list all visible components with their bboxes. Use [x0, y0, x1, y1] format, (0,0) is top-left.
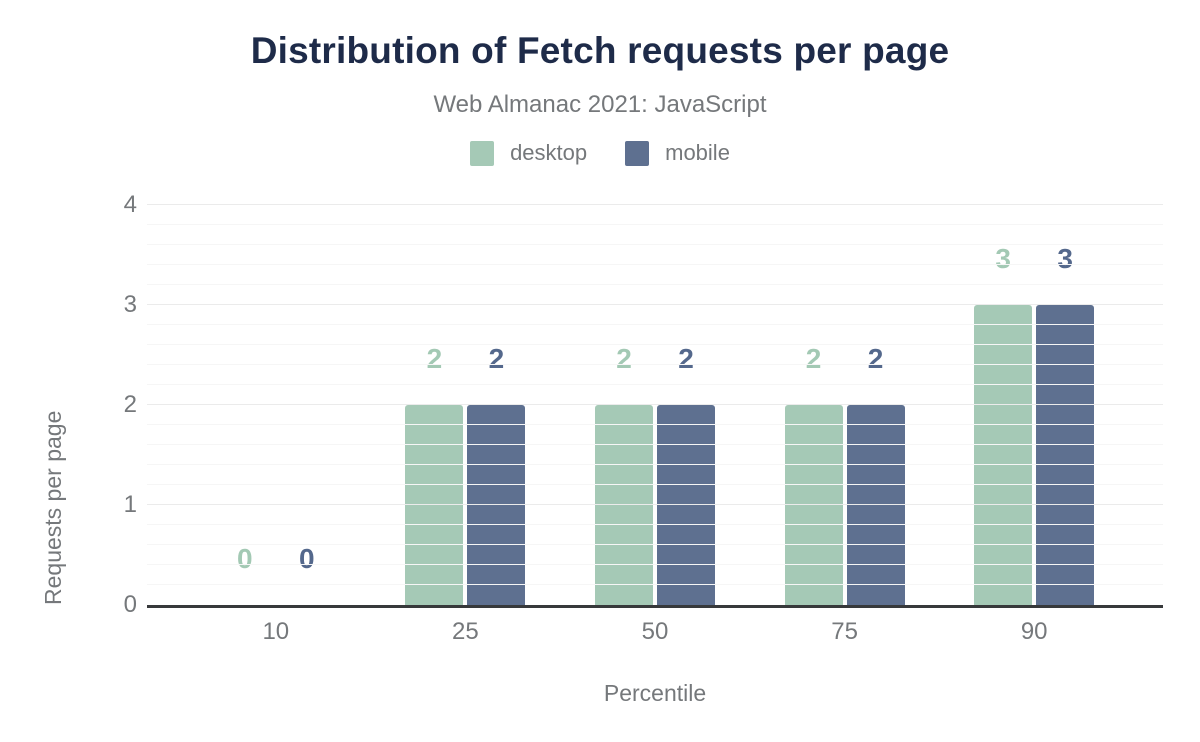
- bar-wrap-desktop-p50: 2: [594, 205, 653, 605]
- x-tick-label-p25: 25: [452, 618, 479, 645]
- gridline: [147, 384, 1163, 385]
- bar-mobile-p25[interactable]: [467, 405, 526, 605]
- bar-wrap-mobile-p90: 3: [1036, 205, 1095, 605]
- bar-desktop-p90[interactable]: [974, 305, 1033, 605]
- gridline: [147, 524, 1163, 525]
- y-axis-tick-labels: 0 1 2 3 4: [0, 191, 137, 618]
- legend-swatch-desktop-icon: [470, 140, 495, 166]
- legend-label-desktop: desktop: [510, 140, 588, 165]
- bar-value-label-mobile-p90: 3: [1057, 243, 1073, 274]
- gridline: [147, 504, 1163, 505]
- x-tick-label-p50: 50: [641, 618, 669, 645]
- gridline: [147, 464, 1163, 465]
- y-tick-label: 3: [123, 291, 137, 318]
- bar-wrap-mobile-p10: 0: [278, 205, 336, 605]
- bar-desktop-p25[interactable]: [405, 405, 464, 605]
- bar-value-label-desktop-p25: 2: [426, 343, 443, 374]
- bar-value-label-desktop-p10: 0: [237, 543, 253, 574]
- bar-value-label-desktop-p75: 2: [805, 343, 822, 374]
- legend-item-desktop[interactable]: desktop: [470, 140, 587, 166]
- bar-value-label-mobile-p25: 2: [488, 343, 505, 374]
- bar-value-label-mobile-p75: 2: [867, 343, 884, 374]
- bar-value-label-mobile-p10: 0: [299, 543, 315, 574]
- bar-wrap-desktop-p90: 3: [974, 205, 1033, 605]
- legend-item-mobile[interactable]: mobile: [625, 140, 730, 166]
- gridline: [147, 244, 1163, 245]
- x-tick-label-p75: 75: [831, 618, 858, 645]
- bar-wrap-mobile-p25: 2: [467, 205, 526, 605]
- gridline: [147, 564, 1163, 565]
- bar-mobile-p75[interactable]: [846, 405, 905, 605]
- y-tick-label: 4: [123, 191, 137, 218]
- gridline: [147, 544, 1163, 545]
- gridline: [147, 324, 1163, 325]
- y-tick-label: 0: [123, 591, 137, 618]
- legend-swatch-mobile-icon: [625, 140, 650, 166]
- gridline: [147, 224, 1163, 225]
- gridline: [147, 364, 1163, 365]
- y-tick-label: 1: [123, 491, 137, 518]
- chart-subtitle: Web Almanac 2021: JavaScript: [433, 91, 767, 118]
- bar-mobile-p90[interactable]: [1036, 305, 1095, 605]
- gridline: [147, 304, 1163, 305]
- bar-wrap-mobile-p75: 2: [846, 205, 905, 605]
- x-axis-tick-labels: 10 25 50 75 90: [181, 618, 1129, 646]
- y-tick-label: 2: [123, 391, 137, 418]
- gridline: [147, 444, 1163, 445]
- gridline: [147, 424, 1163, 425]
- bar-desktop-p75[interactable]: [784, 405, 843, 605]
- bar-wrap-desktop-p25: 2: [405, 205, 464, 605]
- gridline: [147, 404, 1163, 405]
- gridline: [147, 484, 1163, 485]
- bar-value-label-desktop-p90: 3: [995, 243, 1011, 274]
- legend-label-mobile: mobile: [665, 140, 730, 165]
- gridline: [147, 344, 1163, 345]
- bar-mobile-p50[interactable]: [656, 405, 715, 605]
- bar-wrap-desktop-p10: 0: [216, 205, 274, 605]
- gridline: [147, 284, 1163, 285]
- bar-value-label-desktop-p50: 2: [616, 343, 632, 374]
- gridline: [147, 584, 1163, 585]
- x-axis-title: Percentile: [603, 680, 707, 706]
- chart-title: Distribution of Fetch requests per page: [250, 30, 950, 71]
- bar-wrap-mobile-p50: 2: [656, 205, 715, 605]
- gridline: [147, 204, 1163, 205]
- bar-value-label-mobile-p50: 2: [678, 343, 694, 374]
- bar-desktop-p50[interactable]: [594, 405, 653, 605]
- x-tick-label-p10: 10: [262, 618, 290, 645]
- gridline: [147, 264, 1163, 265]
- legend: desktop mobile: [0, 140, 1200, 166]
- x-tick-label-p90: 90: [1020, 618, 1048, 645]
- bar-wrap-desktop-p75: 2: [784, 205, 843, 605]
